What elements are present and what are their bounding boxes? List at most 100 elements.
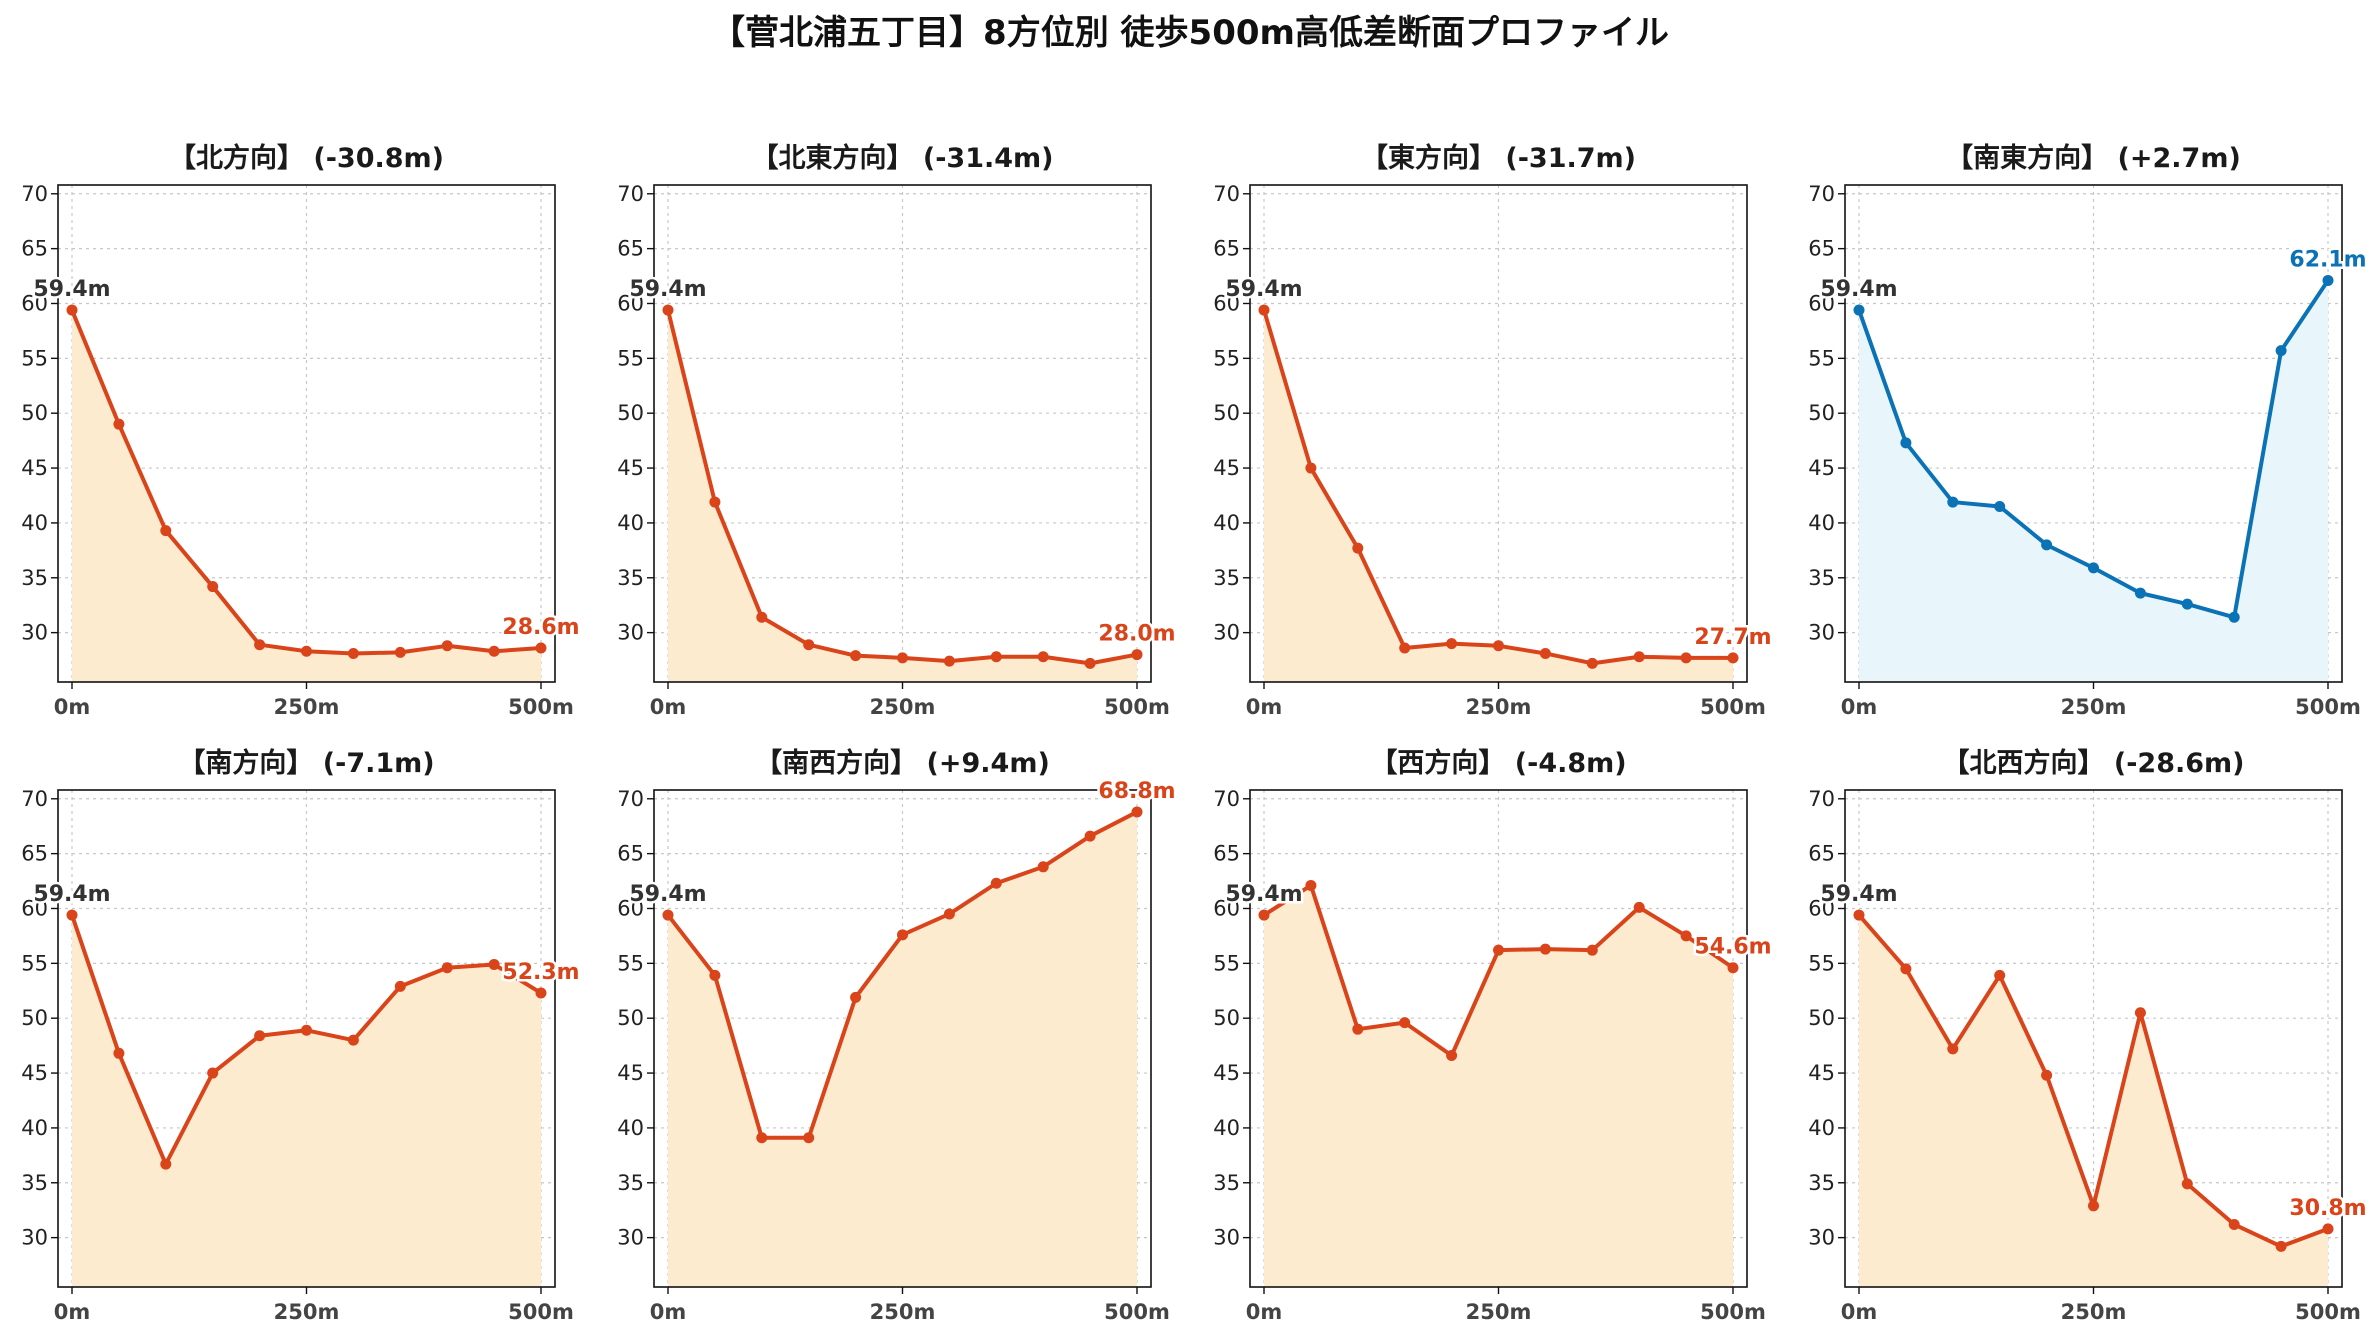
elevation-point (850, 991, 862, 1003)
y-tick-label: 30 (1808, 1226, 1835, 1250)
profile-panel-2: 【東方向】 (-31.7m) 30 35 40 45 50 55 60 65 70 0m 250m 50… (1213, 142, 1774, 719)
elevation-area (72, 915, 541, 1287)
x-tick-label: 0m (1246, 695, 1283, 719)
x-tick-label: 250m (2061, 1300, 2127, 1324)
y-tick-label: 65 (21, 842, 48, 866)
y-tick-label: 60 (21, 896, 48, 920)
elevation-point (2275, 1240, 2287, 1252)
elevation-point (66, 304, 78, 316)
end-elevation-label: 28.0m (1098, 622, 1175, 647)
y-tick-label: 60 (21, 291, 48, 315)
y-tick-label: 60 (1808, 896, 1835, 920)
elevation-point (897, 652, 908, 664)
start-elevation-label: 59.4m (1820, 277, 1897, 302)
panel-title: 【西方向】 (-4.8m) (1370, 747, 1626, 779)
x-tick-label: 500m (1700, 695, 1766, 719)
elevation-point (441, 640, 453, 652)
x-tick-label: 500m (508, 695, 574, 719)
y-tick-label: 65 (21, 237, 48, 261)
y-tick-label: 35 (21, 1171, 48, 1195)
elevation-point (756, 1132, 768, 1144)
x-tick-label: 0m (1246, 1300, 1283, 1324)
y-tick-label: 55 (617, 346, 644, 370)
end-elevation-label: 68.8m (1098, 779, 1175, 804)
y-tick-label: 40 (21, 1116, 48, 1140)
x-tick-label: 0m (54, 695, 91, 719)
x-tick-label: 500m (1104, 1300, 1170, 1324)
profile-panel-1: 【北東方向】 (-31.4m) 30 35 40 45 50 55 60 65 70 0m 250m 5… (617, 142, 1178, 719)
profile-panel-0: 【北方向】 (-30.8m) 30 35 40 45 50 55 60 65 70 0m 250m 50… (21, 142, 582, 719)
y-tick-label: 65 (617, 842, 644, 866)
y-tick-label: 30 (1213, 1226, 1240, 1250)
elevation-point (1037, 651, 1049, 663)
start-elevation-label: 59.4m (33, 277, 110, 302)
elevation-point (1727, 962, 1739, 974)
elevation-point (850, 650, 862, 662)
y-tick-label: 40 (1808, 511, 1835, 535)
y-tick-label: 70 (1213, 787, 1240, 811)
panel-title: 【南方向】 (-7.1m) (178, 747, 434, 779)
y-tick-label: 70 (1808, 787, 1835, 811)
elevation-point (1900, 963, 1912, 975)
y-tick-label: 45 (617, 1061, 644, 1085)
elevation-point (207, 581, 219, 593)
elevation-point (2041, 539, 2053, 551)
elevation-point (1084, 657, 1096, 669)
elevation-area (668, 811, 1137, 1287)
panel-title: 【北東方向】 (-31.4m) (751, 142, 1053, 174)
start-elevation-label: 59.4m (629, 277, 706, 302)
elevation-point (2275, 345, 2287, 357)
y-tick-label: 30 (1213, 621, 1240, 645)
y-tick-label: 45 (1213, 456, 1240, 480)
y-tick-label: 65 (1213, 842, 1240, 866)
y-tick-label: 45 (1213, 1061, 1240, 1085)
y-tick-label: 40 (1213, 511, 1240, 535)
y-tick-label: 45 (21, 456, 48, 480)
end-elevation-label: 28.6m (502, 615, 579, 640)
y-tick-label: 30 (21, 1226, 48, 1250)
elevation-point (1493, 944, 1504, 956)
y-tick-label: 30 (1808, 621, 1835, 645)
y-tick-label: 55 (21, 346, 48, 370)
x-tick-label: 250m (870, 1300, 936, 1324)
elevation-point (2134, 1007, 2146, 1019)
profile-panel-5: 【南西方向】 (+9.4m) 30 35 40 45 50 55 60 65 70 0m 250m 50… (617, 747, 1178, 1324)
x-tick-label: 250m (274, 695, 340, 719)
elevation-point (803, 1132, 815, 1144)
elevation-point (441, 962, 453, 974)
y-tick-label: 70 (21, 182, 48, 206)
y-tick-label: 55 (1213, 951, 1240, 975)
elevation-point (1258, 909, 1270, 921)
elevation-point (535, 642, 547, 654)
elevation-point (2322, 274, 2334, 286)
elevation-point (301, 1024, 312, 1036)
y-tick-label: 50 (1808, 401, 1835, 425)
y-tick-label: 60 (1213, 291, 1240, 315)
elevation-area (1859, 280, 2328, 682)
elevation-point (1305, 879, 1317, 891)
elevation-point (1900, 437, 1912, 449)
profile-panel-7: 【北西方向】 (-28.6m) 30 35 40 45 50 55 60 65 70 0m 250m 5… (1808, 747, 2369, 1324)
y-tick-label: 35 (617, 566, 644, 590)
elevation-point (347, 1034, 359, 1046)
elevation-point (943, 655, 955, 667)
panel-title: 【南西方向】 (+9.4m) (755, 747, 1050, 779)
elevation-point (2134, 587, 2146, 599)
y-tick-label: 35 (1213, 1171, 1240, 1195)
x-tick-label: 0m (1841, 1300, 1878, 1324)
elevation-point (1680, 930, 1692, 942)
x-tick-label: 250m (2061, 695, 2127, 719)
y-tick-label: 50 (1213, 401, 1240, 425)
elevation-point (1633, 901, 1645, 913)
elevation-point (2228, 611, 2240, 623)
y-tick-label: 70 (617, 787, 644, 811)
end-elevation-label: 62.1m (2289, 247, 2366, 272)
elevation-area (1264, 310, 1733, 682)
x-tick-label: 0m (54, 1300, 91, 1324)
elevation-point (1258, 304, 1270, 316)
y-tick-label: 40 (1213, 1116, 1240, 1140)
elevation-point (347, 647, 359, 659)
elevation-point (1680, 652, 1692, 664)
elevation-point (1727, 652, 1739, 664)
x-tick-label: 0m (650, 1300, 687, 1324)
